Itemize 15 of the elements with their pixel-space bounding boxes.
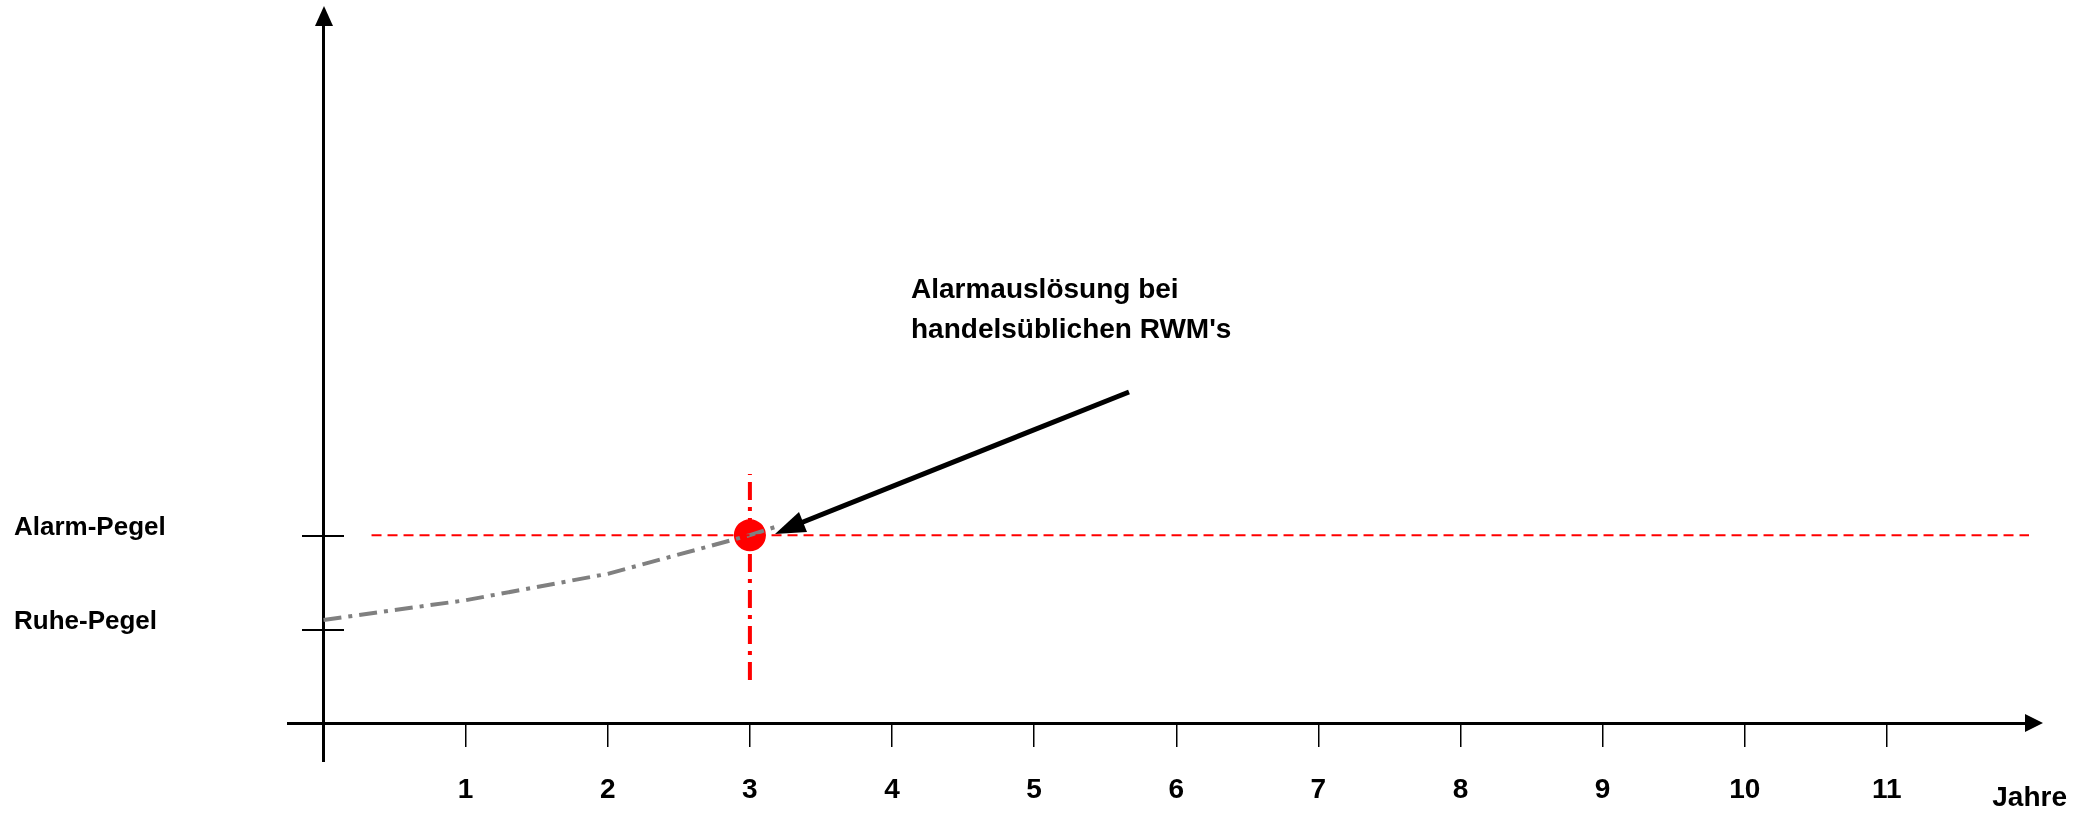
- x-tick-label: 3: [742, 772, 758, 804]
- x-tick-label: 4: [884, 772, 901, 804]
- x-tick-label: 8: [1452, 772, 1469, 804]
- x-tick-label: 10: [1729, 772, 1761, 804]
- text: Alarmauslösung bei handelsüblichen RWM's: [911, 272, 1232, 344]
- x-tick-label: 7: [1310, 772, 1327, 804]
- x-tick-label: 9: [1594, 772, 1611, 804]
- text: Alarm-Pegel: [14, 511, 166, 542]
- x-axis-title: Jahre: [1992, 780, 2067, 812]
- text: Ruhe-Pegel: [14, 605, 158, 636]
- x-tick-label: 1: [457, 772, 474, 804]
- x-tick-label: 6: [1168, 772, 1185, 804]
- x-tick-label: 11: [1872, 772, 1902, 804]
- x-tick-label: 2: [599, 772, 616, 804]
- x-tick-label: 5: [1026, 772, 1042, 804]
